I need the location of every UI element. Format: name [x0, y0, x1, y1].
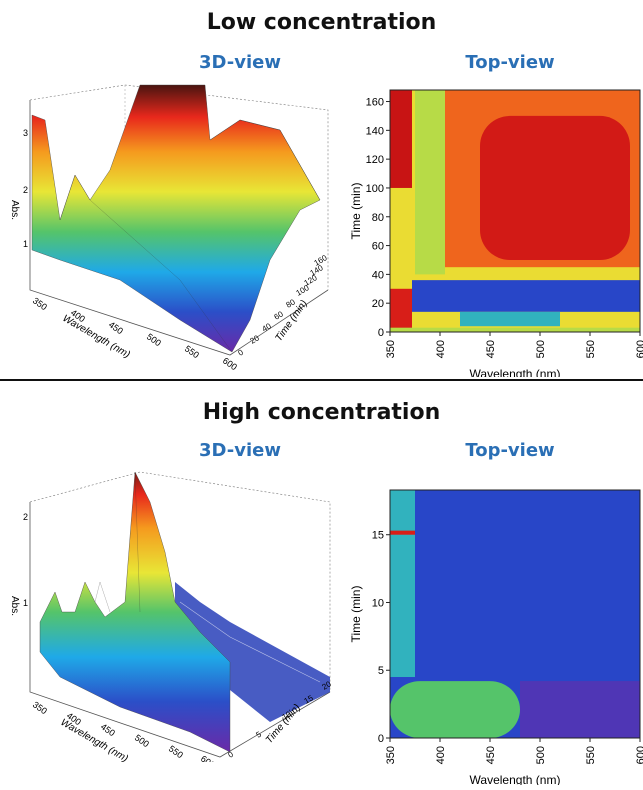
section-divider — [0, 379, 643, 381]
z-tick: 1 — [23, 598, 28, 608]
z-axis-label: Abs. — [9, 200, 20, 220]
x-tick: 500 — [535, 340, 547, 358]
x-tick: 500 — [133, 732, 151, 749]
y-tick: 10 — [372, 597, 384, 609]
z-tick: 1 — [23, 239, 28, 249]
heatmap-region — [390, 681, 520, 738]
heatmap-region — [520, 681, 640, 738]
x-tick: 600 — [635, 340, 643, 358]
y-tick: 0 — [378, 733, 384, 745]
surface-3d-high: 2 1 Abs. 350 400 450 500 550 600 Wavelen… — [9, 471, 333, 762]
y-tick: 0 — [237, 347, 246, 357]
x-tick: 550 — [585, 340, 597, 358]
y-tick: 0 — [378, 327, 384, 339]
y-tick: 160 — [313, 253, 330, 268]
heatmap-region — [390, 288, 412, 332]
heatmap-region — [480, 115, 630, 260]
y-tick: 15 — [372, 530, 384, 542]
heatmap-top-low: 350 400 450 500 550 600 0 20 40 60 80 100 120 140 160 W… — [349, 89, 643, 377]
y-tick: 20 — [249, 333, 262, 346]
section-title-low: Low concentration — [206, 10, 437, 35]
section-title-high: High concentration — [202, 400, 441, 425]
x-tick: 450 — [107, 319, 125, 336]
heatmap-region — [390, 90, 412, 188]
view-title-top-low: Top-view — [465, 52, 555, 73]
z-tick: 3 — [23, 128, 28, 138]
heatmap-region — [390, 530, 415, 535]
x-tick: 450 — [485, 746, 497, 764]
y-tick: 5 — [255, 729, 264, 739]
heatmap-region — [460, 311, 560, 327]
x-tick: 350 — [385, 746, 397, 764]
x-tick: 600 — [635, 746, 643, 764]
z-axis-label: Abs. — [9, 596, 20, 616]
heatmap-top-high: 350 400 450 500 550 600 0 5 10 15 Wavelength (nm) T… — [349, 489, 643, 785]
y-tick: 0 — [227, 749, 236, 759]
x-axis-label: Wavelength (nm) — [470, 773, 561, 785]
heatmap-region — [390, 490, 415, 678]
x-axis-label: Wavelength (nm) — [470, 367, 561, 377]
plot-frame — [389, 489, 641, 739]
y-tick: 60 — [372, 241, 384, 253]
x-tick: 350 — [385, 340, 397, 358]
x-tick: 600 — [221, 355, 239, 372]
x-tick: 400 — [435, 340, 447, 358]
y-tick: 100 — [366, 183, 384, 195]
y-tick: 40 — [261, 321, 274, 334]
heatmap-region — [415, 90, 445, 275]
y-tick: 40 — [372, 269, 384, 281]
x-tick: 600 — [199, 753, 217, 762]
x-axis-label: Wavelength (nm) — [59, 717, 130, 762]
y-tick: 5 — [378, 665, 384, 677]
y-tick: 140 — [366, 125, 384, 137]
x-tick: 550 — [585, 746, 597, 764]
view-title-3d-high: 3D-view — [198, 440, 281, 461]
x-tick: 550 — [167, 743, 185, 760]
x-axis-label: Wavelength (nm) — [61, 313, 132, 361]
y-tick: 80 — [372, 212, 384, 224]
y-axis-label: Time (min) — [349, 586, 363, 643]
x-tick: 350 — [31, 295, 49, 312]
view-title-3d-low: 3D-view — [198, 52, 281, 73]
heatmap-region — [412, 280, 640, 312]
x-tick: 350 — [31, 699, 49, 716]
y-tick: 160 — [366, 97, 384, 109]
plot-frame — [389, 89, 641, 333]
y-tick: 20 — [372, 298, 384, 310]
z-tick: 2 — [23, 185, 28, 195]
y-tick: 120 — [366, 154, 384, 166]
x-tick: 550 — [183, 343, 201, 360]
x-tick: 400 — [435, 746, 447, 764]
x-tick: 500 — [145, 331, 163, 348]
view-title-top-high: Top-view — [465, 440, 555, 461]
x-tick: 450 — [485, 340, 497, 358]
heatmap-region — [390, 327, 640, 332]
z-tick: 2 — [23, 512, 28, 522]
surface-3d-low: 3 2 1 Abs. 350 400 450 500 550 600 Wavel… — [9, 84, 330, 372]
x-tick: 500 — [535, 746, 547, 764]
y-axis-label: Time (min) — [349, 183, 363, 240]
x-tick: 450 — [99, 721, 117, 738]
